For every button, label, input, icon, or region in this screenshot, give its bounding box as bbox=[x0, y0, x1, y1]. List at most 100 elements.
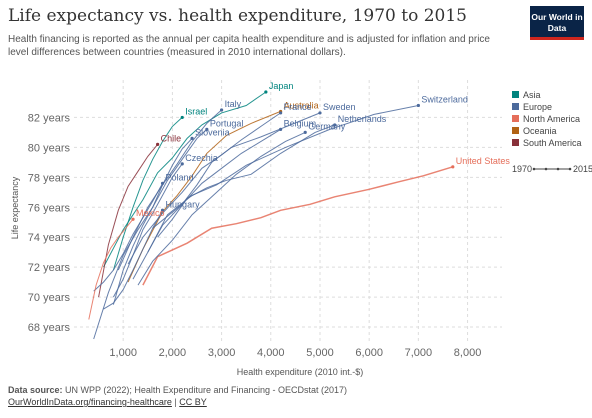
series-line[interactable] bbox=[147, 105, 419, 253]
series-end-point bbox=[264, 90, 268, 94]
series-label: Mexico bbox=[136, 208, 165, 218]
y-tick-label: 68 years bbox=[28, 322, 71, 334]
legend: Asia Europe North America Oceania South Amer… bbox=[512, 90, 592, 174]
series-label: Belgium bbox=[284, 118, 317, 128]
y-tick-label: 70 years bbox=[28, 292, 71, 304]
series-end-point bbox=[180, 115, 184, 120]
series-label: Japan bbox=[269, 81, 294, 91]
y-tick-label: 76 years bbox=[28, 202, 71, 214]
grid-lines bbox=[74, 80, 502, 342]
legend-time-dot bbox=[568, 167, 572, 171]
series-line[interactable] bbox=[157, 124, 335, 238]
legend-label[interactable]: Oceania bbox=[523, 126, 557, 136]
series-line[interactable] bbox=[112, 163, 183, 298]
series-end-point bbox=[156, 142, 160, 146]
x-axis-label: Health expenditure (2010 int.-$) bbox=[237, 367, 364, 377]
series-label: Netherlands bbox=[338, 114, 387, 124]
series-end-point bbox=[303, 130, 307, 134]
series-label: France bbox=[284, 102, 312, 112]
chart-title: Life expectancy vs. health expenditure, … bbox=[8, 6, 467, 26]
legend-time-dot bbox=[556, 167, 560, 171]
series-label: Hungary bbox=[166, 199, 201, 209]
legend-label[interactable]: Europe bbox=[523, 102, 552, 112]
chart-area: 68 years 70 years 72 years 74 years 76 years… bbox=[10, 80, 592, 377]
legend-label[interactable]: Asia bbox=[523, 90, 541, 100]
source-text: UN WPP (2022); Health Expenditure and Fi… bbox=[65, 385, 348, 395]
series-label: Israel bbox=[185, 106, 207, 116]
legend-swatch bbox=[512, 91, 519, 98]
series-end-point bbox=[318, 111, 322, 115]
series-end-point bbox=[190, 136, 194, 140]
series-line[interactable] bbox=[142, 166, 454, 286]
x-tick-label: 4,000 bbox=[257, 347, 285, 359]
legend-label[interactable]: South America bbox=[523, 138, 582, 148]
series-label: Australia bbox=[284, 100, 319, 110]
series-end-point bbox=[219, 108, 224, 112]
series-line[interactable] bbox=[103, 210, 164, 310]
series-line[interactable] bbox=[112, 117, 183, 271]
series-end-point bbox=[160, 181, 165, 185]
x-tick-label: 5,000 bbox=[306, 347, 334, 359]
series-line[interactable] bbox=[88, 218, 134, 320]
series-label: United States bbox=[456, 156, 511, 166]
series-label: Slovenia bbox=[195, 127, 230, 137]
series-line[interactable] bbox=[137, 131, 306, 286]
series-end-point bbox=[180, 162, 184, 166]
legend-swatch bbox=[512, 115, 519, 122]
series-labels: United States Japan Australia Switzerland Sw… bbox=[136, 81, 510, 218]
series-label: Italy bbox=[225, 99, 242, 109]
legend-time-dot bbox=[532, 167, 536, 171]
logo-text: Our World in Data bbox=[531, 12, 583, 33]
footer-separator: | bbox=[171, 397, 180, 407]
legend-time-dot bbox=[544, 167, 548, 171]
y-tick-labels: 68 years 70 years 72 years 74 years 76 years… bbox=[28, 112, 71, 334]
owid-logo[interactable]: Our World in Data bbox=[530, 6, 584, 40]
series-label: Poland bbox=[166, 172, 194, 182]
source-label: Data source: bbox=[8, 385, 63, 395]
legend-label[interactable]: North America bbox=[523, 114, 580, 124]
series-label: Germany bbox=[308, 121, 346, 131]
series-end-point bbox=[160, 208, 165, 212]
series-label: Czechia bbox=[185, 153, 218, 163]
series-line[interactable] bbox=[112, 138, 193, 305]
chart-subtitle: Health financing is reported as the annu… bbox=[8, 34, 490, 58]
x-tick-label: 6,000 bbox=[355, 347, 383, 359]
y-tick-label: 80 years bbox=[28, 142, 71, 154]
license-link[interactable]: CC BY bbox=[179, 397, 207, 407]
series-end-point bbox=[416, 103, 420, 108]
series-end-point bbox=[205, 127, 209, 132]
series-line[interactable] bbox=[103, 91, 267, 268]
series-end-point bbox=[131, 217, 135, 221]
y-axis-label: Life expectancy bbox=[10, 176, 20, 239]
x-tick-label: 3,000 bbox=[208, 347, 236, 359]
source-link[interactable]: OurWorldInData.org/financing-healthcare bbox=[8, 397, 172, 407]
x-tick-label: 8,000 bbox=[454, 347, 482, 359]
legend-time-end: 2015 bbox=[573, 164, 592, 174]
series-end-point bbox=[451, 165, 455, 169]
x-tick-label: 2,000 bbox=[159, 347, 187, 359]
series-line[interactable] bbox=[98, 144, 158, 298]
x-tick-label: 7,000 bbox=[405, 347, 433, 359]
series-end-point bbox=[333, 123, 337, 127]
link-line: OurWorldInData.org/financing-healthcare … bbox=[8, 396, 347, 408]
legend-swatch bbox=[512, 103, 519, 110]
series-line[interactable] bbox=[117, 109, 222, 271]
source-line: Data source: UN WPP (2022); Health Expen… bbox=[8, 384, 347, 396]
series-line[interactable] bbox=[132, 128, 281, 280]
y-tick-label: 78 years bbox=[28, 172, 71, 184]
x-tick-labels: 1,000 2,000 3,000 4,000 5,000 6,000 7,000 8,000 bbox=[109, 347, 481, 359]
series-label: Switzerland bbox=[421, 94, 468, 104]
series-end-point bbox=[279, 111, 283, 115]
footer: Data source: UN WPP (2022); Health Expen… bbox=[8, 384, 347, 408]
series-line[interactable] bbox=[127, 112, 281, 265]
y-tick-label: 72 years bbox=[28, 262, 71, 274]
x-tick-label: 1,000 bbox=[109, 347, 137, 359]
series-label: Sweden bbox=[323, 102, 356, 112]
legend-swatch bbox=[512, 139, 519, 146]
y-tick-label: 74 years bbox=[28, 232, 71, 244]
series-line[interactable] bbox=[127, 110, 281, 283]
series-label: Portugal bbox=[210, 118, 244, 128]
series-line[interactable] bbox=[93, 183, 164, 292]
series-lines bbox=[88, 90, 455, 340]
series-label: Chile bbox=[161, 133, 182, 143]
